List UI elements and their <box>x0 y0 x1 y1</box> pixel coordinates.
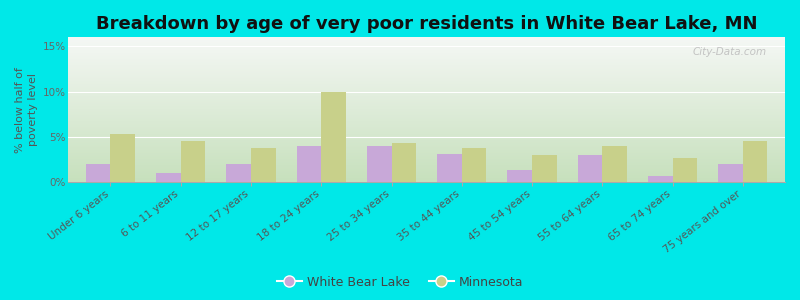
Bar <box>251 148 275 182</box>
Bar <box>367 146 391 182</box>
Bar <box>437 154 462 182</box>
Bar <box>226 164 251 182</box>
Bar <box>322 92 346 182</box>
Bar <box>156 173 181 182</box>
Bar <box>532 155 557 182</box>
Bar <box>86 164 110 182</box>
Bar <box>743 141 767 182</box>
Bar <box>462 148 486 182</box>
Bar <box>602 146 627 182</box>
Bar <box>648 176 673 182</box>
Bar <box>297 146 322 182</box>
Bar <box>110 134 135 182</box>
Text: City-Data.com: City-Data.com <box>693 47 767 58</box>
Bar <box>391 143 416 182</box>
Title: Breakdown by age of very poor residents in White Bear Lake, MN: Breakdown by age of very poor residents … <box>96 15 758 33</box>
Bar <box>718 164 743 182</box>
Bar <box>507 170 532 182</box>
Bar <box>181 141 206 182</box>
Bar <box>578 155 602 182</box>
Bar <box>673 158 697 182</box>
Y-axis label: % below half of
poverty level: % below half of poverty level <box>15 67 38 153</box>
Legend: White Bear Lake, Minnesota: White Bear Lake, Minnesota <box>272 271 528 294</box>
